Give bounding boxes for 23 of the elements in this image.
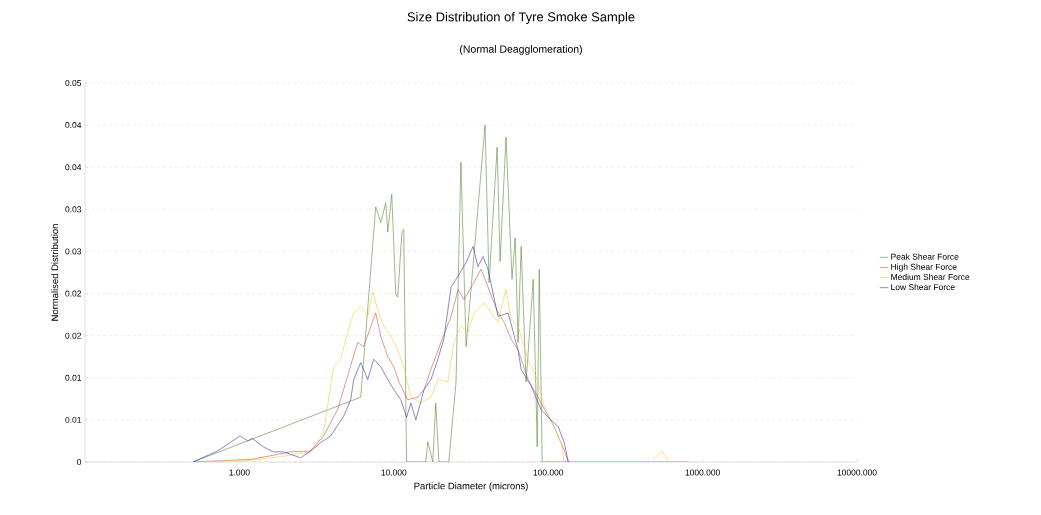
legend-label: Medium Shear Force — [891, 273, 970, 280]
chart-subtitle: (Normal Deagglomeration) — [460, 45, 582, 55]
y-tick-label: 0.03 — [65, 248, 82, 255]
x-tick-label: 10.000 — [381, 469, 407, 476]
y-tick-label: 0.02 — [65, 290, 82, 297]
y-tick-label: 0.05 — [65, 80, 82, 86]
chart-title: Size Distribution of Tyre Smoke Sample — [407, 11, 635, 25]
legend-label: High Shear Force — [891, 263, 957, 272]
x-tick-label: 100.000 — [533, 469, 564, 476]
y-tick-label: 0.04 — [65, 164, 82, 171]
y-tick-label: 0.04 — [65, 122, 82, 129]
legend-label: Peak Shear Force — [891, 253, 959, 260]
x-tick-label: 1000.000 — [685, 469, 720, 476]
x-axis-title: Particle Diameter (microns) — [414, 482, 528, 492]
y-tick-label: 0.01 — [65, 416, 82, 423]
y-tick-label: 0.01 — [65, 374, 82, 381]
y-tick-label: 0.02 — [65, 332, 82, 339]
y-tick-label: 0.03 — [65, 206, 82, 213]
x-tick-label: 10000.000 — [837, 469, 877, 476]
x-tick-label: 1.000 — [229, 469, 250, 476]
y-tick-label: 0 — [77, 459, 82, 465]
legend-label: Low Shear Force — [891, 283, 955, 291]
y-axis-title: Normalised Distribution — [51, 224, 59, 321]
